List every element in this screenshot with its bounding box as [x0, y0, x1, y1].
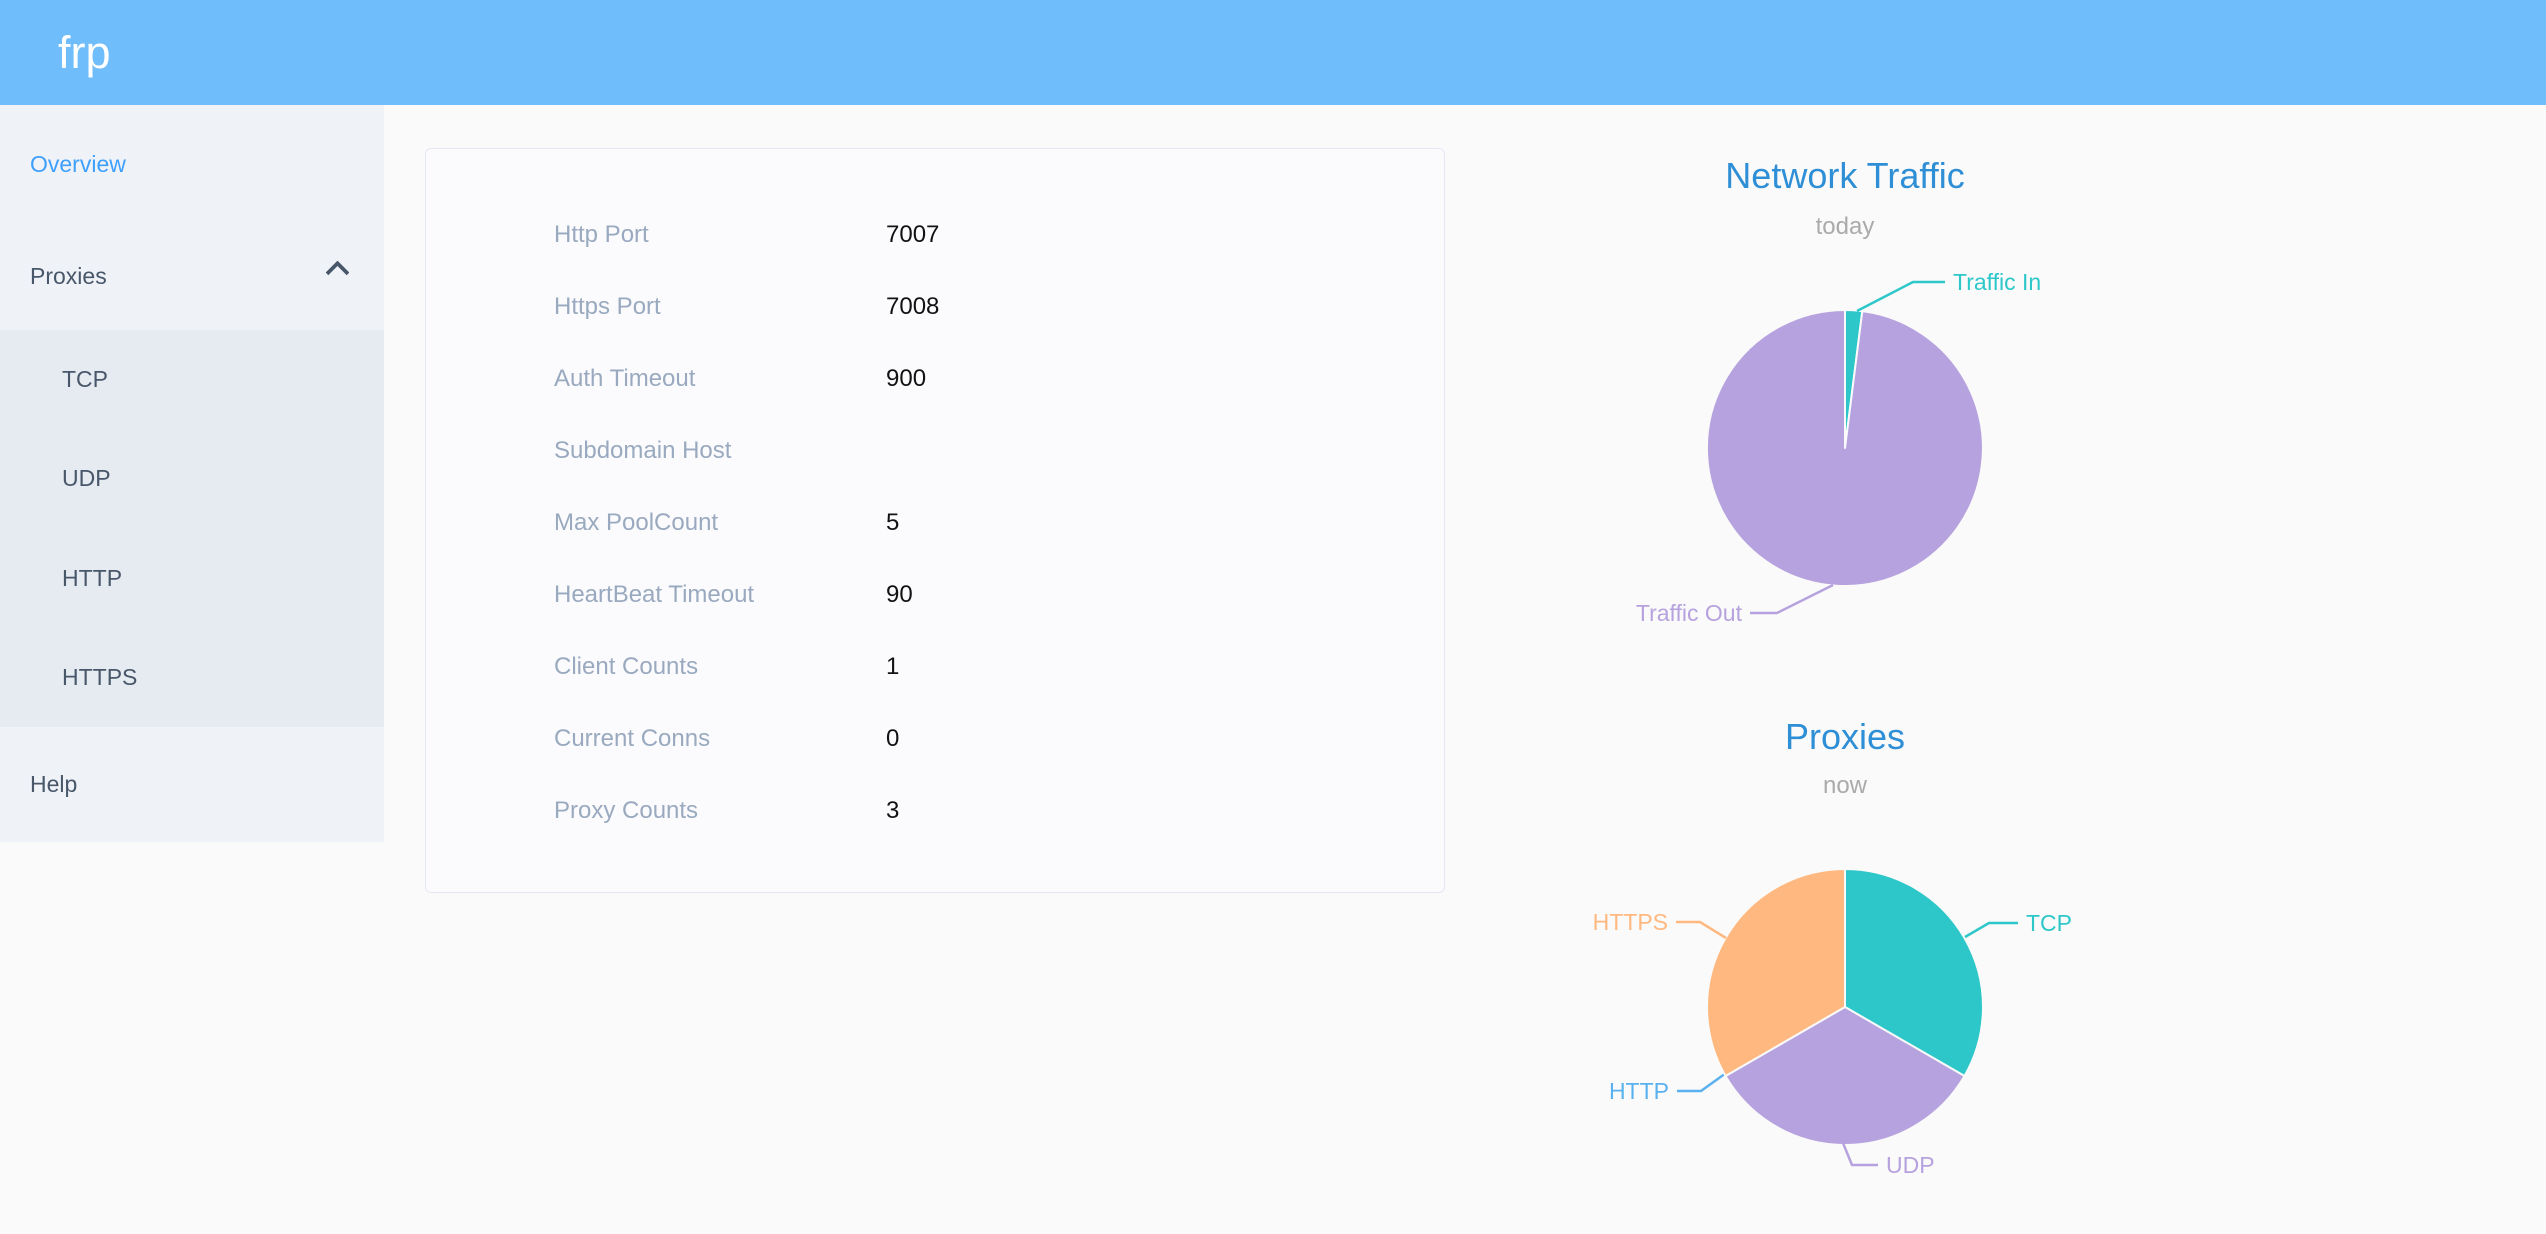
pie-leader-https — [1676, 920, 1727, 940]
sidebar-item-overview[interactable]: Overview — [0, 105, 384, 223]
server-info-card: Http Port 7007 Https Port 7008 Auth Time… — [425, 148, 1445, 893]
sidebar-item-overview-label: Overview — [30, 150, 126, 177]
sidebar-item-tcp-label: TCP — [62, 366, 108, 393]
sidebar-item-udp[interactable]: UDP — [0, 429, 384, 528]
network-traffic-title: Network Traffic — [1725, 155, 1964, 196]
info-label: Proxy Counts — [554, 797, 699, 824]
info-label: Current Conns — [554, 725, 711, 752]
pie-label-http: HTTP — [1609, 1078, 1669, 1104]
info-label: Auth Timeout — [554, 365, 696, 392]
pie-label-traffic-in: Traffic In — [1953, 269, 2041, 295]
info-value: 7008 — [886, 293, 940, 320]
info-row-heartbeat-timeout: HeartBeat Timeout 90 — [554, 559, 1444, 631]
sidebar-submenu: TCP UDP HTTP HTTPS — [0, 330, 384, 727]
info-row-https-port: Https Port 7008 — [554, 271, 1444, 343]
header: frp — [0, 0, 2546, 105]
info-value: 7007 — [886, 221, 940, 248]
info-row-max-poolcount: Max PoolCount 5 — [554, 487, 1444, 559]
info-value: 3 — [886, 797, 900, 824]
pie-label-https: HTTPS — [1593, 909, 1668, 935]
chevron-up-icon — [325, 259, 350, 285]
sidebar: Overview Proxies TCP UDP HTTP HTTPS Help — [0, 105, 384, 842]
proxies-subtitle: now — [1823, 772, 1868, 799]
info-label: Subdomain Host — [554, 437, 732, 464]
sidebar-item-udp-label: UDP — [62, 465, 111, 492]
network-traffic-subtitle: today — [1816, 213, 1875, 240]
info-row-current-conns: Current Conns 0 — [554, 703, 1444, 775]
sidebar-item-https-label: HTTPS — [62, 663, 138, 690]
proxies-title: Proxies — [1785, 716, 1905, 757]
info-row-http-port: Http Port 7007 — [554, 199, 1444, 271]
proxies-chart: Proxies now TCP UDP HTTP HTTPS — [1593, 716, 2072, 1178]
pie-leader-udp — [1841, 1142, 1878, 1167]
sidebar-item-proxies[interactable]: Proxies — [0, 223, 384, 330]
sidebar-item-http-label: HTTP — [62, 564, 123, 591]
info-row-subdomain-host: Subdomain Host — [554, 415, 1444, 487]
info-label: HeartBeat Timeout — [554, 581, 755, 608]
pie-label-tcp: TCP — [2026, 910, 2072, 936]
sidebar-item-help[interactable]: Help — [0, 727, 384, 842]
pie-slice-traffic-out[interactable] — [1705, 309, 1984, 587]
info-value: 1 — [886, 653, 900, 680]
pie-leader-traffic-in — [1856, 280, 1945, 313]
sidebar-item-https[interactable]: HTTPS — [0, 628, 384, 727]
proxies-pie: TCP UDP HTTP HTTPS — [1593, 868, 2072, 1178]
app-logo: frp — [58, 26, 111, 78]
info-label: Https Port — [554, 293, 661, 320]
pie-leader-tcp — [1964, 921, 2018, 939]
sidebar-item-http[interactable]: HTTP — [0, 529, 384, 628]
info-value: 0 — [886, 725, 900, 752]
pie-leader-traffic-out — [1750, 583, 1834, 615]
info-row-proxy-counts: Proxy Counts 3 — [554, 775, 1444, 847]
info-value: 900 — [886, 365, 927, 392]
info-value: 5 — [886, 509, 900, 536]
pie-label-traffic-out: Traffic Out — [1636, 600, 1743, 626]
info-row-client-counts: Client Counts 1 — [554, 631, 1444, 703]
info-label: Max PoolCount — [554, 509, 719, 536]
network-traffic-chart: Network Traffic today Traffic InTraffic … — [1636, 155, 2041, 626]
sidebar-item-help-label: Help — [30, 771, 78, 797]
info-label: Client Counts — [554, 653, 699, 680]
sidebar-item-tcp[interactable]: TCP — [0, 330, 384, 429]
pie-label-udp: UDP — [1886, 1152, 1935, 1178]
info-value: 90 — [886, 581, 913, 608]
info-label: Http Port — [554, 221, 649, 248]
info-row-auth-timeout: Auth Timeout 900 — [554, 343, 1444, 415]
sidebar-item-proxies-label: Proxies — [30, 263, 107, 289]
network-traffic-pie: Traffic In Traffic Out — [1636, 269, 2041, 626]
